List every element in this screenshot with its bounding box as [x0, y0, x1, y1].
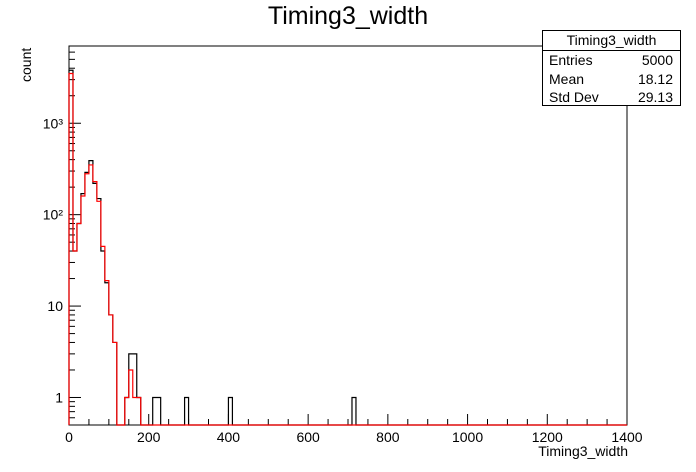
- histogram-series-0: [68, 69, 627, 426]
- stats-row-entries: Entries 5000: [543, 51, 680, 70]
- stats-value: 5000: [641, 52, 673, 68]
- x-tick-label: 1000: [452, 429, 483, 445]
- stats-label: Entries: [549, 52, 593, 68]
- stats-row-stddev: Std Dev 29.13: [543, 88, 680, 107]
- y-tick-label: 10: [47, 298, 63, 314]
- x-tick-label: 1400: [611, 429, 642, 445]
- histogram-series-1: [68, 72, 627, 426]
- y-tick-label: 10²: [43, 207, 64, 223]
- x-axis-label: Timing3_width: [538, 443, 628, 459]
- x-tick-label: 200: [137, 429, 161, 445]
- x-tick-label: 1200: [532, 429, 563, 445]
- y-tick-label: 1: [55, 389, 63, 405]
- x-tick-label: 800: [376, 429, 400, 445]
- y-tick-label: 10³: [43, 115, 64, 131]
- stats-row-mean: Mean 18.12: [543, 70, 680, 89]
- stats-value: 18.12: [637, 70, 673, 87]
- stats-label: Mean: [549, 70, 585, 87]
- x-tick-label: 600: [296, 429, 320, 445]
- stats-box: Timing3_width Entries 5000 Mean 18.12 St…: [542, 30, 681, 106]
- x-tick-label: 0: [65, 429, 73, 445]
- stats-label: Std Dev: [549, 89, 599, 105]
- x-tick-label: 400: [217, 429, 241, 445]
- chart-title: Timing3_width: [267, 2, 429, 30]
- stats-value: 29.13: [637, 89, 673, 105]
- stats-title: Timing3_width: [543, 31, 680, 51]
